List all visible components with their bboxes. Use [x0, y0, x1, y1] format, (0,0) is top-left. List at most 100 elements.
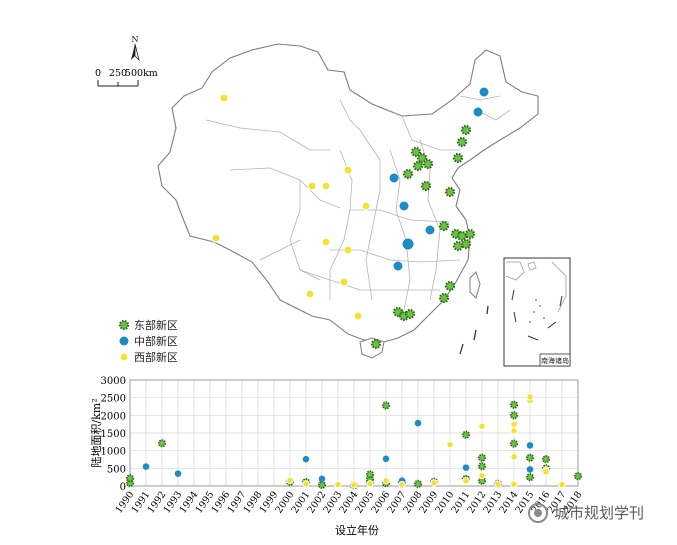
point-east	[509, 411, 519, 420]
point-east	[509, 439, 519, 448]
marker-central	[425, 225, 435, 235]
marker-west	[219, 93, 229, 103]
marker-east	[452, 240, 464, 252]
marker-east	[456, 136, 468, 148]
marker-east	[402, 168, 414, 180]
marker-west	[339, 277, 349, 287]
point-central	[318, 475, 326, 483]
marker-east	[404, 308, 416, 320]
point-east	[477, 462, 487, 471]
point-west	[510, 452, 518, 461]
marker-central	[389, 173, 399, 183]
nine-dash-line	[459, 305, 489, 355]
north-arrow-icon: N	[131, 35, 140, 62]
point-west	[350, 481, 358, 489]
point-west	[510, 427, 518, 435]
point-west	[430, 479, 438, 487]
point-central	[382, 455, 390, 463]
point-east	[461, 430, 471, 439]
marker-east	[444, 186, 456, 198]
watermark-text: 城市规划学刊	[554, 504, 645, 522]
point-east	[573, 472, 583, 481]
scale-unit: km	[143, 68, 158, 79]
marker-east	[416, 152, 428, 164]
marker-east	[456, 230, 468, 242]
south-china-sea-inset: 南海诸岛	[503, 257, 571, 367]
y-tick-label: 2000	[101, 411, 126, 422]
point-east	[525, 473, 535, 482]
point-east	[125, 474, 135, 483]
inset-label: 南海诸岛	[541, 356, 569, 365]
point-west	[286, 476, 294, 485]
north-label: N	[132, 35, 139, 44]
marker-central	[402, 238, 414, 250]
point-central	[174, 470, 182, 477]
point-west	[302, 480, 310, 488]
point-central	[414, 419, 422, 427]
marker-east	[452, 152, 464, 164]
markers-central	[389, 87, 489, 271]
marker-west	[305, 289, 315, 299]
marker-central	[473, 107, 483, 117]
marker-east	[410, 146, 422, 158]
wechat-icon	[528, 502, 548, 523]
marker-west	[353, 311, 363, 321]
marker-east	[460, 238, 472, 250]
x-axis-label: 设立年份	[335, 523, 379, 537]
point-west	[334, 480, 342, 489]
marker-east	[444, 280, 456, 292]
markers-east	[370, 124, 476, 350]
marker-west	[361, 201, 371, 211]
y-tick-label: 1000	[101, 447, 126, 458]
point-west	[510, 420, 518, 428]
point-east	[157, 439, 167, 448]
marker-central	[479, 87, 489, 97]
y-tick-label: 500	[107, 464, 126, 475]
point-east	[477, 453, 487, 462]
y-tick-label: 2500	[101, 394, 126, 405]
y-tick-label: 3000	[101, 376, 126, 387]
point-west	[478, 422, 486, 430]
point-west	[462, 477, 470, 485]
china-map: 南海诸岛 N 0 250 500 km	[95, 35, 571, 367]
point-west	[446, 440, 454, 449]
marker-east	[438, 220, 450, 232]
point-east	[541, 455, 551, 464]
point-east	[413, 479, 423, 488]
marker-west	[321, 237, 331, 247]
marker-east	[412, 160, 424, 172]
point-central	[142, 463, 150, 470]
point-west	[366, 480, 374, 488]
y-axis-label: 陆地面积/km²	[89, 398, 103, 467]
point-east	[525, 453, 535, 462]
legend-item-west: 西部新区	[119, 350, 178, 364]
y-axis-ticks: 0 500 1000 1500 2000 2500 3000	[101, 376, 126, 493]
point-east	[365, 470, 375, 479]
point-west	[398, 480, 406, 489]
point-central	[526, 466, 534, 473]
chart-grid	[129, 379, 579, 487]
point-central	[302, 455, 310, 463]
point-west	[494, 480, 502, 488]
data-points	[125, 393, 583, 490]
legend-label: 东部新区	[134, 318, 178, 332]
markers-west	[211, 93, 371, 321]
marker-east	[460, 124, 472, 136]
marker-west	[343, 245, 353, 255]
legend-item-east: 东部新区	[118, 318, 178, 332]
marker-west	[307, 181, 317, 191]
point-west	[478, 471, 486, 480]
legend: 东部新区 中部新区 西部新区	[118, 318, 178, 364]
legend-item-central: 中部新区	[119, 334, 178, 348]
marker-east	[464, 228, 476, 240]
point-central	[462, 464, 470, 471]
point-east	[509, 400, 519, 409]
marker-central	[399, 201, 409, 211]
marker-west	[343, 165, 353, 175]
y-tick-label: 0	[120, 482, 126, 493]
point-east	[317, 480, 327, 490]
point-west	[526, 393, 534, 401]
x-axis-ticks: 1990199119921993199419951996199719981999…	[114, 489, 585, 515]
scale-tick-0: 0	[95, 68, 101, 79]
